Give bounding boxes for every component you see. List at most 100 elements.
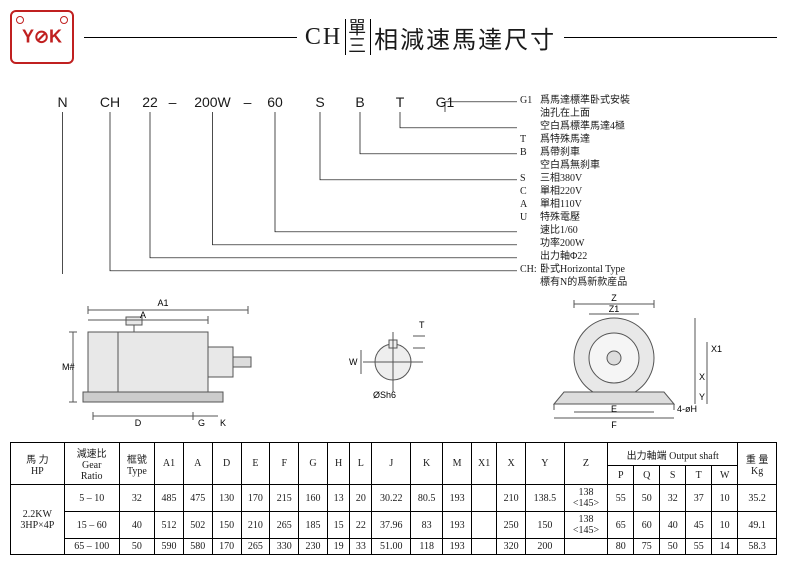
drawing-shaft-detail: T W ØSh6 [343,292,443,432]
dim-label: G [198,418,205,428]
model-code-part: N [45,94,80,110]
table-cell: 35.2 [738,485,777,512]
legend-key [520,120,540,133]
legend-row: B爲帶刹車 [520,146,630,159]
model-code-part: T [390,94,410,110]
legend-text: 速比1/60 [540,224,578,237]
table-cell: 49.1 [738,512,777,539]
legend-text: 爲馬達標準卧式安裝 [540,94,630,107]
legend-key [520,159,540,172]
logo: Y⊘K [10,10,74,64]
table-cell: 580 [183,539,212,555]
table-head: A [183,443,212,485]
table-head: 出力軸端 Output shaft [608,443,738,466]
dim-label: T [419,320,425,330]
table-head: G [299,443,328,485]
table-cell [472,512,497,539]
table-cell: 502 [183,512,212,539]
header: Y⊘K CH 單 三 相減速馬達尺寸 [10,10,777,64]
legend-row: G1爲馬達標準卧式安裝 [520,94,630,107]
table-cell: 37.96 [372,512,411,539]
table-head: Y [526,443,565,485]
table-head: L [350,443,372,485]
table-cell [472,539,497,555]
table-head: J [372,443,411,485]
callout-wires [10,94,777,274]
table-subhead: Q [634,466,660,485]
dim-label: Y [699,392,705,402]
legend-key: G1 [520,94,540,107]
table-subhead: W [712,466,738,485]
model-code-part: – [165,94,180,110]
model-code-part: B [350,94,370,110]
table-cell: 40 [660,512,686,539]
model-code-section: NCH22–200W–60SBTG1 G1爲馬達標準卧式安裝油孔在上面空白爲標準… [10,94,777,274]
legend-key [520,224,540,237]
spec-table: 馬 力HP減速比GearRatio框號TypeA1ADEFGHLJKMX1XYZ… [10,442,777,555]
legend-key: C [520,185,540,198]
table-row: 65 – 10050590580170265330230193351.00118… [11,539,777,555]
table-cell: 65 [608,512,634,539]
table-cell: 170 [241,485,270,512]
table-head: X [497,443,526,485]
dim-label: Z1 [609,304,620,314]
dim-label: F [611,420,617,430]
legend-key [520,250,540,263]
dim-label: ØSh6 [373,390,396,400]
title-wrap: CH 單 三 相減速馬達尺寸 [84,19,777,55]
legend-row: 空白爲無刹車 [520,159,630,172]
legend-row: A單相110V [520,198,630,211]
table-head: 減速比GearRatio [64,443,119,485]
table-cell: 75 [634,539,660,555]
table-cell: 10 [712,512,738,539]
legend-row: U特殊電壓 [520,211,630,224]
table-cell: 45 [686,512,712,539]
table-cell: 37 [686,485,712,512]
table-cell: 210 [241,512,270,539]
table-cell: 193 [443,485,472,512]
legend-text: 油孔在上面 [540,107,590,120]
title-prefix: CH [305,24,342,51]
table-cell: 138.5 [526,485,565,512]
table-cell: 130 [212,485,241,512]
legend-key: A [520,198,540,211]
page-title: CH 單 三 相減速馬達尺寸 [297,19,564,55]
legend-text: 爲特殊馬達 [540,133,590,146]
table-cell: 265 [270,512,299,539]
dim-label: A [140,310,146,320]
legend-row: C單相220V [520,185,630,198]
table-cell: 138<145> [564,512,608,539]
legend-key [520,237,540,250]
dim-label: X1 [711,344,722,354]
legend-key: B [520,146,540,159]
legend-row: CH:卧式Horizontal Type [520,263,630,276]
table-cell: 193 [443,512,472,539]
legend-key: S [520,172,540,185]
legend-text: 三相380V [540,172,582,185]
legend-text: 卧式Horizontal Type [540,263,625,276]
table-cell: 20 [350,485,372,512]
table-cell: 50 [119,539,154,555]
title-rule-left [84,37,297,38]
table-cell: 210 [497,485,526,512]
legend-key: U [520,211,540,224]
legend-key [520,107,540,120]
table-cell-group: 2.2KW3HP×4P [11,485,65,555]
table-cell: 138<145> [564,485,608,512]
drawing-front-view: Z Z1 X1 X Y E F 4-øH [519,292,739,432]
table-head: X1 [472,443,497,485]
model-code-part: G1 [430,94,460,110]
table-cell: 590 [155,539,184,555]
table-cell: 50 [634,485,660,512]
legend-text: 出力軸Φ22 [540,250,587,263]
table-cell: 170 [212,539,241,555]
table-head: 重 量Kg [738,443,777,485]
table-row: 15 – 6040512502150210265185152237.968319… [11,512,777,539]
model-code-part: CH [90,94,130,110]
table-cell: 15 [327,512,349,539]
title-stack: 單 三 [345,19,371,55]
table-head: E [241,443,270,485]
table-head: F [270,443,299,485]
table-head: H [327,443,349,485]
model-code-part: – [240,94,255,110]
